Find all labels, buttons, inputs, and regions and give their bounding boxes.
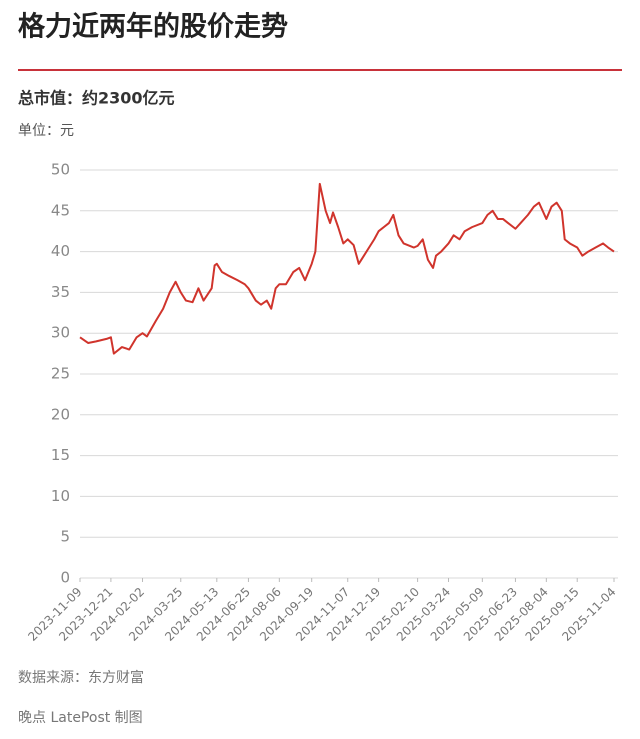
y-tick-label: 0 [60,569,70,587]
y-tick-label: 25 [51,365,70,383]
credit: 晚点 LatePost 制图 [18,710,143,726]
source: 数据来源：东方财富 [18,669,144,686]
y-tick-label: 45 [51,201,70,219]
y-tick-label: 10 [51,487,70,505]
subtitle: 总市值：约2300亿元 [18,89,175,108]
y-tick-label: 40 [51,242,70,260]
y-axis-label: 单位：元 [18,123,74,139]
y-tick-label: 20 [51,405,70,423]
y-tick-label: 35 [51,283,70,301]
chart-title: 格力近两年的股价走势 [18,11,288,43]
y-tick-label: 30 [51,324,70,342]
y-tick-label: 15 [51,446,70,464]
y-tick-label: 5 [60,528,70,546]
y-tick-label: 50 [51,161,70,179]
price-line [79,182,615,355]
